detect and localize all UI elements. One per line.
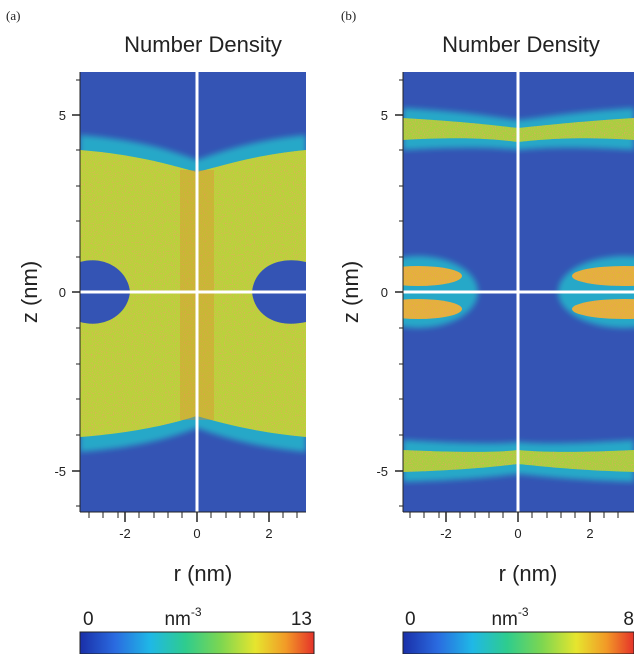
panel-b-colorbar-unit: nm-3 — [491, 605, 528, 630]
panel-a-colorbar — [79, 631, 315, 655]
panel-a-xtick-2: 2 — [265, 526, 272, 541]
panel-a-plot — [80, 72, 306, 512]
panel-b-left-lobe-upper — [403, 266, 462, 286]
panel-b-left-lobe-lower — [403, 299, 462, 319]
panel-b: (b) Number Density — [338, 8, 634, 655]
panel-a-title: Number Density — [124, 32, 282, 57]
panel-a: (a) Number Density — [6, 8, 315, 655]
panel-b-ytick-0: 0 — [381, 285, 388, 300]
panel-a-ytick-0: 0 — [59, 285, 66, 300]
panel-b-xtick-0: 0 — [514, 526, 521, 541]
panel-a-ytick-minus5: -5 — [54, 464, 66, 479]
panel-a-tag: (a) — [6, 8, 20, 23]
panel-b-x-minor-ticks — [409, 512, 619, 518]
panel-b-xtick-2: 2 — [586, 526, 593, 541]
panel-b-ylabel: z (nm) — [338, 261, 363, 323]
panel-a-y-major-ticks — [72, 114, 80, 472]
panel-b-x-major-ticks — [445, 512, 591, 522]
panel-b-tag: (b) — [341, 8, 356, 23]
panel-b-colorbar-max: 8 — [623, 609, 634, 630]
panel-b-colorbar-min: 0 — [405, 609, 416, 630]
panel-b-y-major-ticks — [395, 114, 403, 472]
panel-b-xtick-minus2: -2 — [440, 526, 452, 541]
panel-b-title: Number Density — [442, 32, 600, 57]
panel-a-xtick-minus2: -2 — [119, 526, 131, 541]
panel-b-ytick-5: 5 — [381, 108, 388, 123]
panel-a-colorbar-unit: nm-3 — [164, 605, 201, 630]
panel-a-y-minor-ticks — [76, 79, 80, 507]
panel-a-x-minor-ticks — [88, 512, 298, 518]
panel-b-colorbar — [402, 631, 634, 655]
panel-a-colorbar-max: 13 — [291, 609, 312, 630]
panel-a-colorbar-min: 0 — [83, 609, 94, 630]
panel-b-right-lobe-lower — [572, 299, 634, 319]
panel-a-xtick-0: 0 — [193, 526, 200, 541]
panel-a-ylabel: z (nm) — [17, 261, 42, 323]
panel-b-plot — [403, 72, 634, 512]
panel-b-y-minor-ticks — [399, 79, 403, 507]
panel-a-x-major-ticks — [124, 512, 270, 522]
panel-a-ytick-5: 5 — [59, 108, 66, 123]
panel-b-right-lobe-upper — [572, 266, 634, 286]
panel-a-xlabel: r (nm) — [174, 561, 233, 586]
panel-b-xlabel: r (nm) — [499, 561, 558, 586]
panel-b-ytick-minus5: -5 — [376, 464, 388, 479]
